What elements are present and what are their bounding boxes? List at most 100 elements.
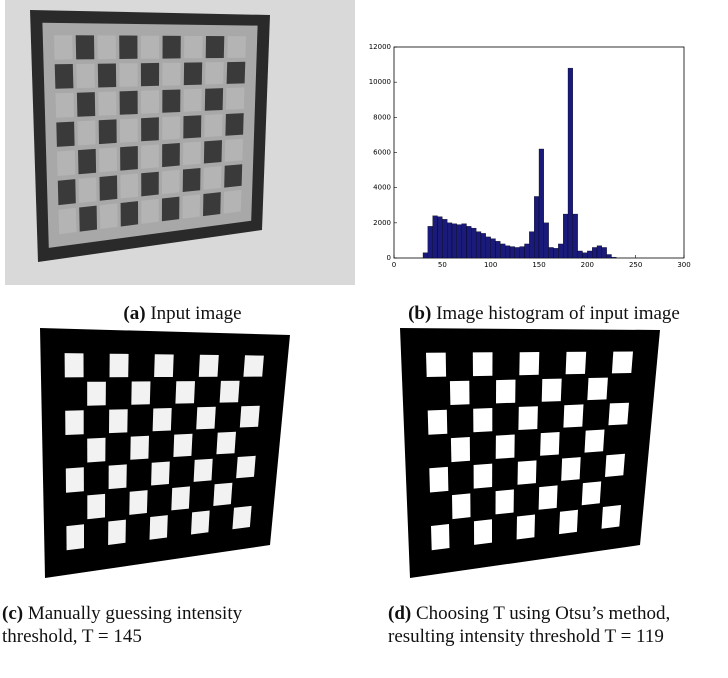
board-square [183,142,201,166]
board-square [130,436,149,460]
board-square [183,115,201,138]
histogram-bar [433,216,438,258]
board-square [76,64,95,88]
histogram-bar [549,247,554,258]
board-square [585,430,605,453]
board-square [517,515,535,540]
board-square [77,92,95,117]
board-square [141,145,159,169]
x-tick-label: 0 [392,261,396,269]
histogram-bar [525,244,530,258]
caption-d: (d) Choosing T using Otsu’s method, resu… [388,602,728,648]
board-square [56,122,74,147]
histogram-bar [612,257,617,258]
board-square [98,92,116,116]
board-square [55,64,74,89]
x-tick-label: 300 [677,261,690,269]
board-square [243,355,264,376]
board-square [183,168,201,192]
x-tick-label: 150 [532,261,545,269]
board-square [518,460,537,484]
histogram-bar [592,247,597,258]
board-square [496,489,514,514]
board-square [474,519,492,545]
board-square [220,381,240,403]
board-square [559,510,578,534]
board-square [539,485,558,509]
board-square [121,201,139,226]
board-square [227,62,246,84]
board-square [97,35,116,59]
board-square [426,353,446,377]
x-tick-label: 250 [629,261,642,269]
board-square [150,515,168,540]
board-square [162,90,180,113]
board-square [100,175,118,200]
board-square [153,408,172,431]
board-square [65,353,84,377]
input-image [5,0,355,285]
histogram-bar [467,226,472,258]
board-square [120,146,138,171]
board-square [163,36,181,59]
histogram-bar [539,149,544,258]
otsu-threshold-image [400,328,660,578]
x-tick-label: 100 [484,261,497,269]
caption-text: Input image [150,303,241,324]
board-square [184,62,202,85]
histogram-bar [447,223,452,258]
board-square [213,483,232,506]
board-square [119,63,137,87]
histogram-bar [587,251,592,258]
board-square [232,506,251,529]
histogram-bar [452,224,457,258]
board-square [582,481,602,505]
board-square [224,190,242,214]
histogram-bar [471,228,476,258]
board-square [473,352,493,376]
board-square [151,462,170,486]
board-square [66,524,84,550]
board-square [196,407,216,430]
board-square [518,406,538,430]
board-square [225,139,243,162]
board-square [602,505,622,529]
board-square [496,435,515,459]
histogram-bar [515,247,520,258]
caption-text: Choosing T using Otsu’s method, resultin… [388,603,670,647]
board-square [203,192,221,216]
board-square [608,403,629,426]
board-square [141,90,159,114]
board-square [141,199,158,224]
histogram-bar [491,239,496,258]
histogram-bar [500,244,505,258]
board-square [99,147,117,172]
board-square [563,404,583,427]
board-square [141,172,159,197]
histogram-bar [442,219,447,258]
histogram-bar [423,253,428,258]
caption-label: (d) [388,603,411,624]
board-square [120,174,138,199]
board-square [204,114,222,137]
histogram-bar [505,246,510,258]
histogram-bar [578,251,583,258]
caption-label: (b) [408,303,431,324]
board-square [109,409,128,433]
board-square [59,208,77,234]
histogram-bar [563,214,568,258]
page: 0200040006000800010000120000501001502002… [0,0,728,678]
histogram-bar [520,247,525,258]
histogram-bar [529,232,534,258]
y-tick-label: 12000 [369,43,391,51]
caption-c: (c) Manually guessing intensity threshol… [2,602,252,648]
y-tick-label: 4000 [373,184,391,192]
board-square [450,381,470,405]
x-tick-label: 50 [438,261,447,269]
board-square [78,121,96,146]
histogram-bar [607,254,612,258]
board-square [87,494,105,519]
board-square [129,490,147,515]
board-square [561,457,581,481]
board-square [171,486,190,510]
